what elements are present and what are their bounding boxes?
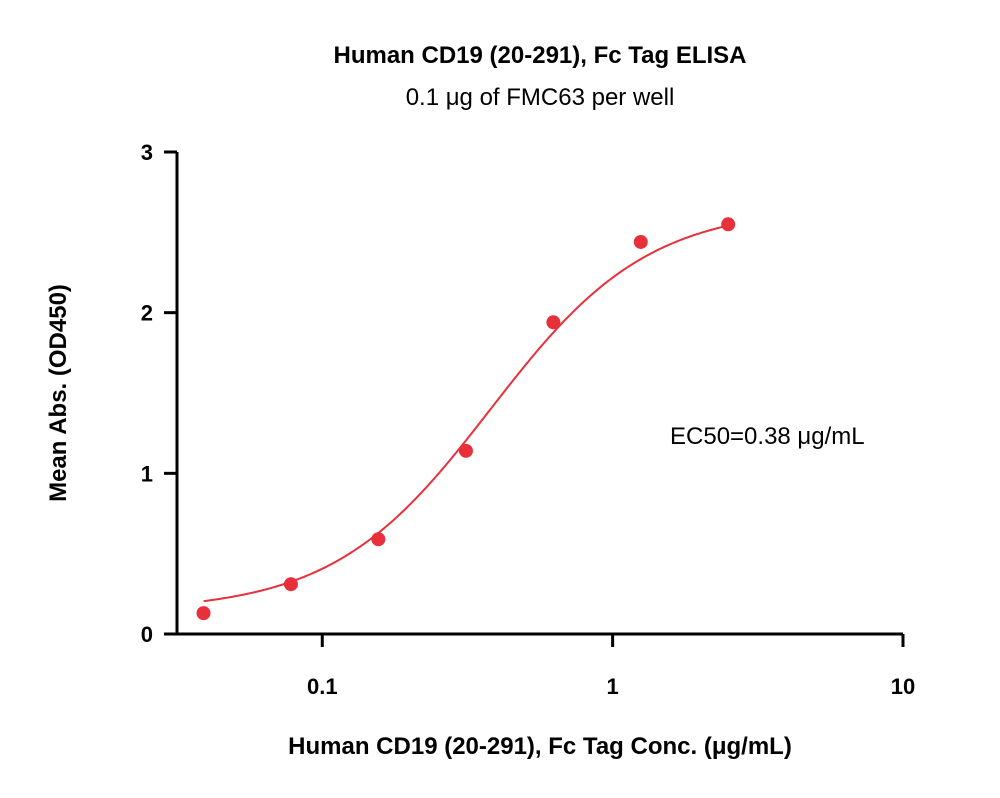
fit-curve [203,224,729,603]
data-point [633,234,648,249]
x-tick-label: 10 [891,674,915,699]
x-tick-label: 0.1 [307,674,338,699]
chart-subtitle: 0.1 μg of FMC63 per well [406,84,675,111]
chart-title: Human CD19 (20-291), Fc Tag ELISA [334,42,747,69]
data-point [546,315,561,330]
y-axis-label: Mean Abs. (OD450) [45,284,72,502]
data-point [283,577,298,592]
data-point [721,217,736,232]
data-point [371,532,386,547]
axis-ticks: 0 1 2 3 0.1 1 10 [141,140,915,699]
ec50-annotation: EC50=0.38 μg/mL [670,423,865,450]
y-tick-label: 2 [141,301,153,326]
x-axis-label: Human CD19 (20-291), Fc Tag Conc. (μg/mL… [288,733,792,760]
data-point [458,443,473,458]
y-tick-label: 0 [141,622,153,647]
x-tick-label: 1 [607,674,619,699]
plot-area [196,217,736,621]
y-tick-label: 3 [141,140,153,165]
y-tick-label: 1 [141,461,153,486]
data-point [196,606,211,621]
